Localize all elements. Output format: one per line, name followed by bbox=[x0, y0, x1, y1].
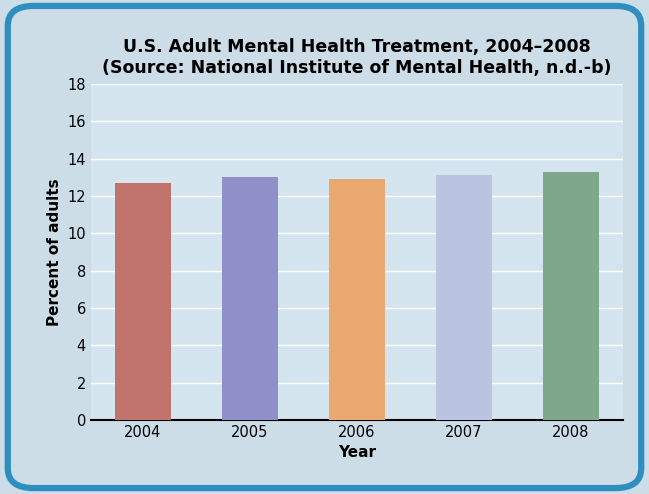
X-axis label: Year: Year bbox=[338, 445, 376, 460]
Bar bbox=[115, 183, 171, 420]
Title: U.S. Adult Mental Health Treatment, 2004–2008
(Source: National Institute of Men: U.S. Adult Mental Health Treatment, 2004… bbox=[102, 38, 612, 77]
Bar bbox=[436, 175, 492, 420]
Bar bbox=[329, 179, 385, 420]
Bar bbox=[543, 172, 599, 420]
Y-axis label: Percent of adults: Percent of adults bbox=[47, 178, 62, 326]
Bar bbox=[222, 177, 278, 420]
